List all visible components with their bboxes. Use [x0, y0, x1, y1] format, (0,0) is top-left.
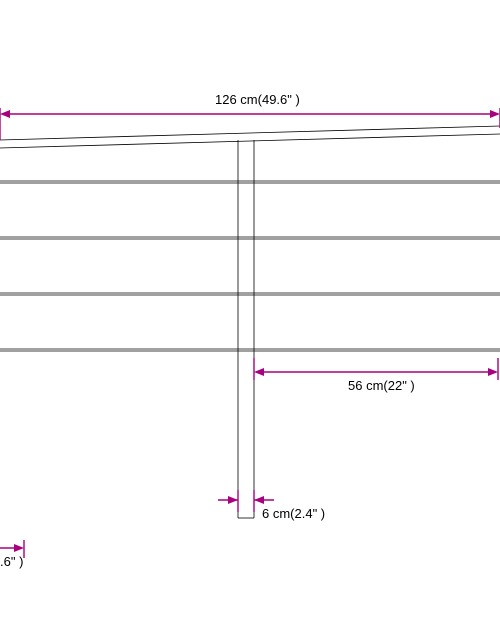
label-post-width: 6 cm(2.4" ) [262, 506, 325, 521]
arrow-top-left [0, 110, 10, 118]
arrow-half-right [488, 368, 498, 376]
top-edge-lower [0, 134, 500, 148]
arrow-post-left [228, 496, 238, 504]
arrow-top-right [490, 110, 500, 118]
top-edge-upper [0, 126, 500, 140]
dimension-lines [0, 108, 500, 558]
arrow-post-right [254, 496, 264, 504]
label-half-width: 56 cm(22" ) [348, 378, 415, 393]
label-width-top: 126 cm(49.6" ) [215, 92, 300, 107]
arrow-partial [14, 544, 24, 552]
label-left-partial: .6" ) [0, 554, 23, 569]
product-outline [0, 126, 500, 518]
arrow-half-left [254, 368, 264, 376]
